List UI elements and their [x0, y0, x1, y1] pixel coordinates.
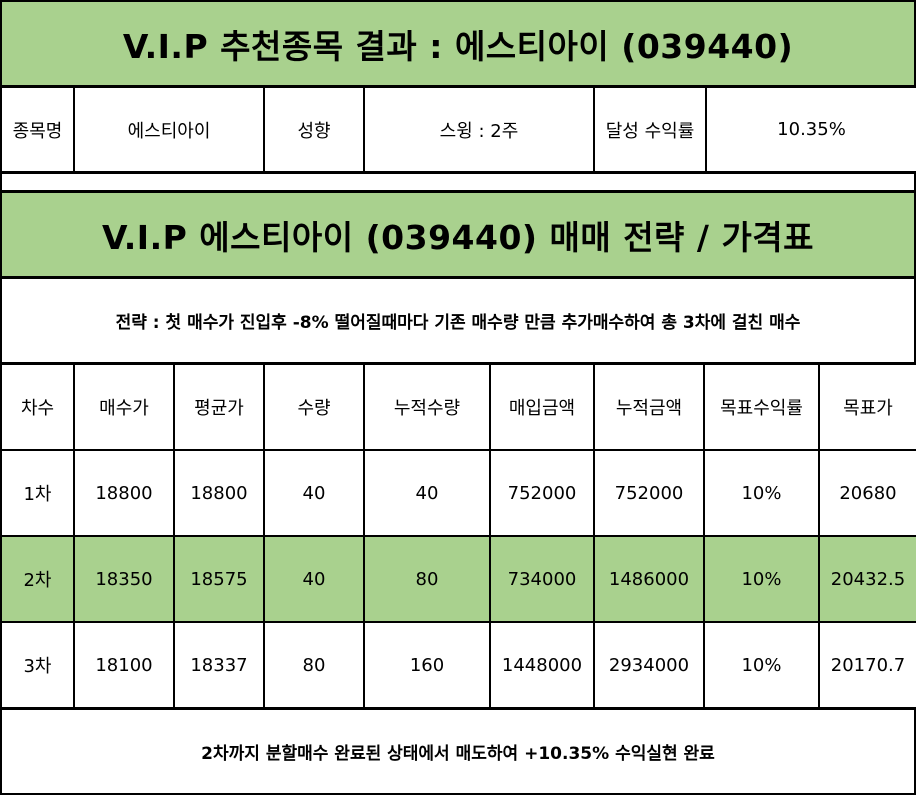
table-cell: 3차: [0, 621, 75, 709]
table-cell: 40: [263, 535, 365, 623]
table-cell: 20680: [818, 449, 916, 537]
table-cell: 752000: [489, 449, 595, 537]
table-row-highlighted: 2차 18350 18575 40 80 734000 1486000 10% …: [0, 535, 916, 623]
price-table: 차수 매수가 평균가 수량 누적수량 매입금액 누적금액 목표수익률 목표가 1…: [0, 363, 916, 709]
header-cell: 누적금액: [593, 363, 705, 451]
table-cell: 2934000: [593, 621, 705, 709]
table-cell: 10%: [703, 535, 820, 623]
table-cell: 734000: [489, 535, 595, 623]
table-cell: 40: [363, 449, 491, 537]
header-cell: 수량: [263, 363, 365, 451]
table-cell: 18800: [173, 449, 265, 537]
table-cell: 1448000: [489, 621, 595, 709]
header-cell: 차수: [0, 363, 75, 451]
spacer-table: [0, 172, 916, 192]
header-cell: 목표수익률: [703, 363, 820, 451]
strategy-title-table: V.I.P 에스티아이 (039440) 매매 전략 / 가격표: [0, 191, 916, 278]
table-row: 1차 18800 18800 40 40 752000 752000 10% 2…: [0, 449, 916, 537]
strategy-text: 전략 : 첫 매수가 진입후 -8% 떨어질때마다 기존 매수량 만큼 추가매수…: [0, 277, 916, 364]
table-row: 3차 18100 18337 80 160 1448000 2934000 10…: [0, 621, 916, 709]
header-cell: 목표가: [818, 363, 916, 451]
stock-name-value: 에스티아이: [73, 86, 265, 173]
table-cell: 752000: [593, 449, 705, 537]
table-cell: 10%: [703, 621, 820, 709]
table-cell: 18100: [73, 621, 175, 709]
result-title-table: V.I.P 추천종목 결과 : 에스티아이 (039440): [0, 0, 916, 87]
header-cell: 매수가: [73, 363, 175, 451]
result-title: V.I.P 추천종목 결과 : 에스티아이 (039440): [0, 0, 916, 87]
footer-text: 2차까지 분할매수 완료된 상태에서 매도하여 +10.35% 수익실현 완료: [0, 708, 916, 795]
spacer-row: [0, 172, 916, 192]
style-label: 성향: [263, 86, 365, 173]
table-cell: 18800: [73, 449, 175, 537]
return-value: 10.35%: [705, 86, 916, 173]
strategy-table: 전략 : 첫 매수가 진입후 -8% 떨어질때마다 기존 매수량 만큼 추가매수…: [0, 277, 916, 364]
footer-table: 2차까지 분할매수 완료된 상태에서 매도하여 +10.35% 수익실현 완료: [0, 708, 916, 795]
table-cell: 80: [263, 621, 365, 709]
table-cell: 2차: [0, 535, 75, 623]
header-cell: 누적수량: [363, 363, 491, 451]
table-cell: 160: [363, 621, 491, 709]
header-cell: 평균가: [173, 363, 265, 451]
table-cell: 20170.7: [818, 621, 916, 709]
return-label: 달성 수익률: [593, 86, 707, 173]
table-cell: 40: [263, 449, 365, 537]
table-cell: 18575: [173, 535, 265, 623]
table-cell: 20432.5: [818, 535, 916, 623]
style-value: 스윙 : 2주: [363, 86, 595, 173]
table-cell: 18337: [173, 621, 265, 709]
strategy-title: V.I.P 에스티아이 (039440) 매매 전략 / 가격표: [0, 191, 916, 278]
stock-name-label: 종목명: [0, 86, 75, 173]
table-header-row: 차수 매수가 평균가 수량 누적수량 매입금액 누적금액 목표수익률 목표가: [0, 363, 916, 451]
table-cell: 1486000: [593, 535, 705, 623]
table-cell: 1차: [0, 449, 75, 537]
table-cell: 10%: [703, 449, 820, 537]
table-cell: 18350: [73, 535, 175, 623]
table-cell: 80: [363, 535, 491, 623]
header-cell: 매입금액: [489, 363, 595, 451]
info-table: 종목명 에스티아이 성향 스윙 : 2주 달성 수익률 10.35%: [0, 86, 916, 173]
